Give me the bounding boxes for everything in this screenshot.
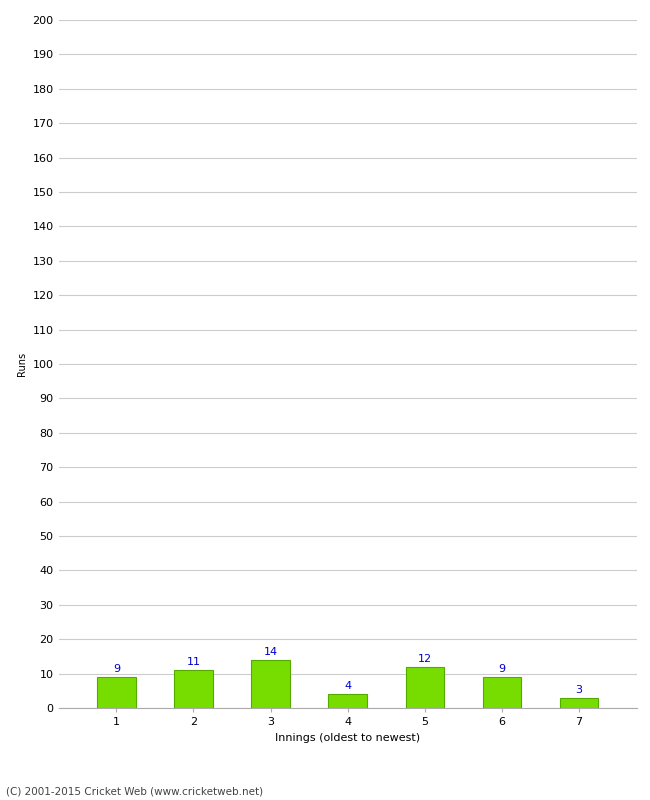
- Bar: [406, 666, 444, 708]
- Bar: [328, 694, 367, 708]
- Bar: [560, 698, 599, 708]
- Text: 9: 9: [113, 664, 120, 674]
- Bar: [483, 677, 521, 708]
- Bar: [174, 670, 213, 708]
- Text: 4: 4: [344, 682, 351, 691]
- Text: 9: 9: [499, 664, 506, 674]
- X-axis label: Innings (oldest to newest): Innings (oldest to newest): [275, 733, 421, 742]
- Text: 14: 14: [263, 647, 278, 657]
- Text: 12: 12: [418, 654, 432, 664]
- Text: 11: 11: [187, 658, 200, 667]
- Y-axis label: Runs: Runs: [17, 352, 27, 376]
- Text: 3: 3: [576, 685, 582, 695]
- Text: (C) 2001-2015 Cricket Web (www.cricketweb.net): (C) 2001-2015 Cricket Web (www.cricketwe…: [6, 786, 264, 796]
- Bar: [252, 660, 290, 708]
- Bar: [97, 677, 136, 708]
